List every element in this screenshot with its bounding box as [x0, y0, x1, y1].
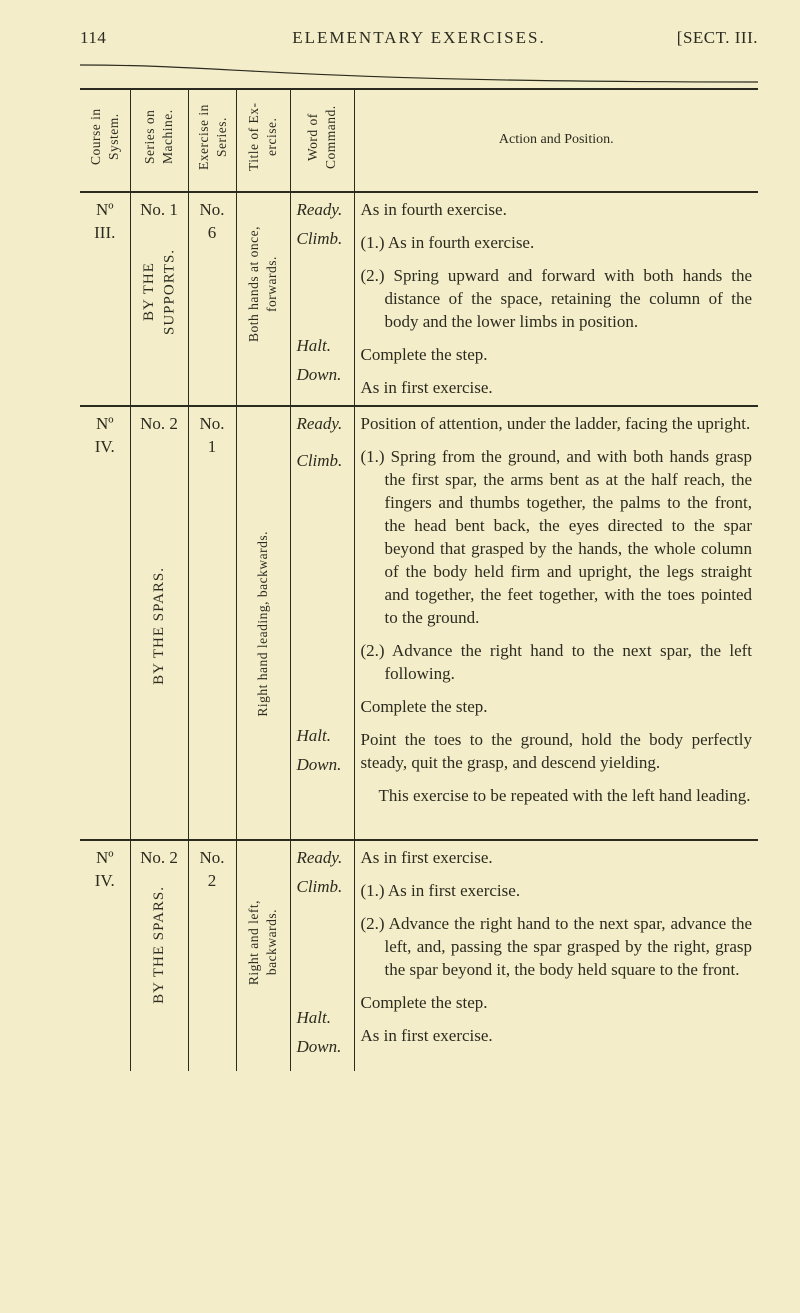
exercise-cell: No. 2: [188, 840, 236, 1071]
command-word: Down.: [297, 364, 348, 387]
command-word: Climb.: [297, 876, 348, 899]
command-word: Ready.: [297, 199, 348, 222]
command-word: Halt.: [297, 335, 348, 358]
exercise-title-vertical: Both hands at once, forwards.: [245, 226, 281, 342]
command-word: Halt.: [297, 725, 348, 748]
table-row: Nº IV. No. 2 BY THE SPARS. No. 2 Right a…: [80, 840, 758, 1071]
series-label-vertical: BY THE SPARS.: [149, 886, 169, 1004]
col-header-action: Action and Position.: [354, 89, 758, 192]
exercise-title-vertical: Right and left, backwards.: [245, 900, 281, 985]
command-spacer: [297, 905, 348, 1001]
table-row: Nº III. No. 1 BY THE SUPPORTS. No. 6 Bot…: [80, 192, 758, 407]
col-header-series: Series on Machine.: [130, 89, 188, 192]
action-text: Complete the step.: [361, 992, 753, 1015]
action-text: Complete the step.: [361, 344, 753, 367]
command-word: Halt.: [297, 1007, 348, 1030]
command-word: Climb.: [297, 228, 348, 251]
title-cell: Right and left, backwards.: [236, 840, 290, 1071]
series-number: No. 1: [137, 199, 182, 222]
course-cell: Nº III.: [80, 192, 130, 407]
action-text: (2.) Advance the right hand to the next …: [361, 640, 753, 686]
action-text: As in first exercise.: [361, 1025, 753, 1048]
running-title: ELEMENTARY EXERCISES.: [292, 28, 545, 47]
col-header-title: Title of Ex- ercise.: [236, 89, 290, 192]
series-cell: No. 1 BY THE SUPPORTS.: [130, 192, 188, 407]
col-header-course: Course in System.: [80, 89, 130, 192]
action-text: Point the toes to the ground, hold the b…: [361, 729, 753, 775]
title-cell: Both hands at once, forwards.: [236, 192, 290, 407]
exercise-cell: No. 1: [188, 406, 236, 840]
col-header-word: Word of Command.: [290, 89, 354, 192]
col-header-exercise: Exercise in Series.: [188, 89, 236, 192]
action-cell: As in first exercise. (1.) As in first e…: [354, 840, 758, 1071]
series-cell: No. 2 BY THE SPARS.: [130, 406, 188, 840]
header-rule-curve: [80, 62, 758, 84]
command-word: Ready.: [297, 413, 348, 436]
table-row: Nº IV. No. 2 BY THE SPARS. No. 1 Right h…: [80, 406, 758, 840]
action-text: (1.) Spring from the ground, and with bo…: [361, 446, 753, 630]
command-word: Climb.: [297, 450, 348, 473]
series-number: No. 2: [137, 413, 182, 436]
course-cell: Nº IV.: [80, 840, 130, 1071]
command-word: Down.: [297, 1036, 348, 1059]
series-cell: No. 2 BY THE SPARS.: [130, 840, 188, 1071]
section-marker: [SECT. III.: [677, 28, 758, 47]
action-text: Complete the step.: [361, 696, 753, 719]
exercise-cell: No. 6: [188, 192, 236, 407]
word-of-command-cell: Ready. Climb. Halt. Down.: [290, 192, 354, 407]
action-text: As in first exercise.: [361, 377, 753, 400]
title-cell: Right hand leading, backwards.: [236, 406, 290, 840]
command-word: Down.: [297, 754, 348, 777]
page-number: 114: [80, 28, 106, 47]
action-text: (1.) As in fourth exercise.: [361, 232, 753, 255]
command-word: Ready.: [297, 847, 348, 870]
action-cell: As in fourth exercise. (1.) As in fourth…: [354, 192, 758, 407]
course-cell: Nº IV.: [80, 406, 130, 840]
action-text: (1.) As in first exercise.: [361, 880, 753, 903]
action-cell: Position of attention, under the ladder,…: [354, 406, 758, 840]
action-text: This exercise to be repeated with the le…: [361, 785, 753, 808]
word-of-command-cell: Ready. Climb. Halt. Down.: [290, 406, 354, 840]
action-text: Position of attention, under the ladder,…: [361, 413, 753, 436]
series-number: No. 2: [137, 847, 182, 870]
action-text: (2.) Spring upward and forward with both…: [361, 265, 753, 334]
exercise-table: Course in System. Series on Machine. Exe…: [80, 88, 758, 1071]
action-text: As in fourth exercise.: [361, 199, 753, 222]
action-text: As in first exercise.: [361, 847, 753, 870]
table-header-row: Course in System. Series on Machine. Exe…: [80, 89, 758, 192]
running-head: 114 ELEMENTARY EXERCISES. [SECT. III.: [80, 28, 758, 48]
command-spacer: [297, 479, 348, 719]
series-label-vertical: BY THE SPARS.: [149, 567, 169, 685]
exercise-title-vertical: Right hand leading, backwards.: [254, 531, 272, 717]
command-spacer: [297, 257, 348, 329]
action-text: (2.) Advance the right hand to the next …: [361, 913, 753, 982]
series-label-vertical: BY THE SUPPORTS.: [139, 222, 180, 362]
word-of-command-cell: Ready. Climb. Halt. Down.: [290, 840, 354, 1071]
